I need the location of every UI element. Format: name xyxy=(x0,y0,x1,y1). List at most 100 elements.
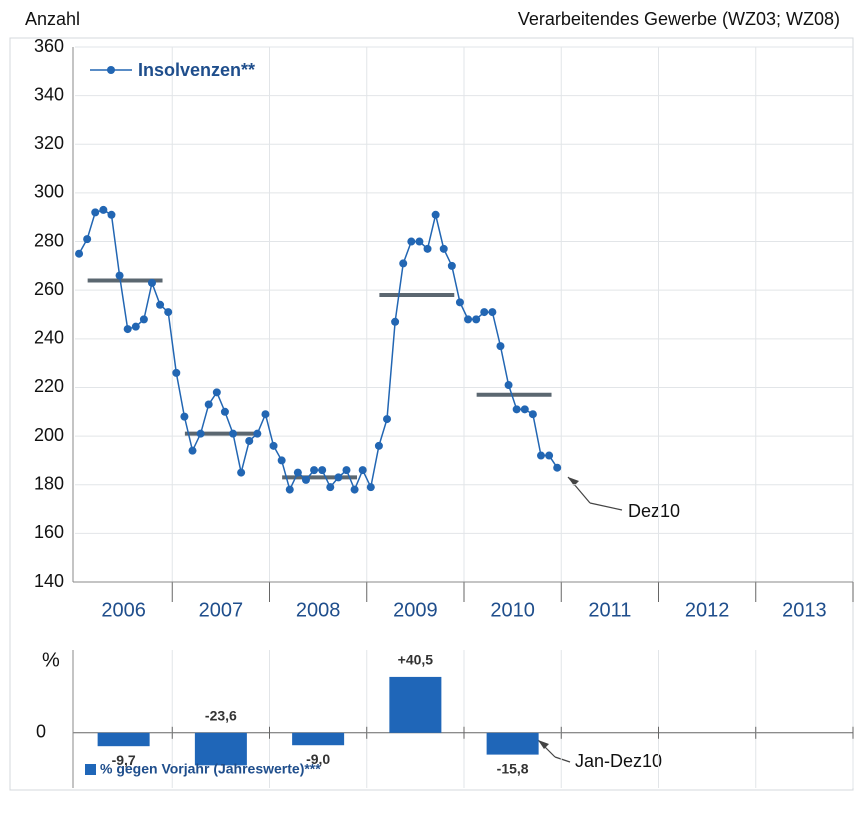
data-point xyxy=(285,485,294,494)
y-tick-label: 0 xyxy=(36,722,46,742)
x-tick-label: 2007 xyxy=(199,599,244,621)
legend-label: % gegen Vorjahr (Jahreswerte)*** xyxy=(100,761,321,777)
data-point xyxy=(447,261,456,270)
annotation: Dez10 xyxy=(628,501,680,521)
y-axis-label: Anzahl xyxy=(25,9,80,29)
value-label: -9,0 xyxy=(306,751,330,767)
data-point xyxy=(439,244,448,253)
x-tick-label: 2011 xyxy=(588,599,631,621)
frame xyxy=(9,37,854,791)
value-label: -15,8 xyxy=(497,760,529,776)
data-point xyxy=(480,308,489,317)
data-point xyxy=(528,410,537,419)
data-point xyxy=(212,388,221,397)
data-point xyxy=(423,244,432,253)
y-tick-label: 340 xyxy=(34,84,64,104)
data-point xyxy=(123,325,132,334)
data-point xyxy=(156,300,165,309)
data-point xyxy=(147,278,156,287)
data-point xyxy=(374,441,383,450)
series-line xyxy=(78,209,558,492)
value-label: -23,6 xyxy=(205,708,237,724)
data-point xyxy=(504,381,513,390)
y-tick-label: 280 xyxy=(34,230,64,250)
x-tick-label: 2008 xyxy=(296,599,341,621)
bar xyxy=(194,732,247,766)
y-tick-label: 180 xyxy=(34,473,64,493)
data-point xyxy=(115,271,124,280)
annotation-arrow xyxy=(589,502,623,511)
data-point xyxy=(334,473,343,482)
x-tick-label: 2010 xyxy=(490,599,535,621)
legend-marker xyxy=(107,66,115,74)
data-point xyxy=(293,468,302,477)
data-point xyxy=(139,315,148,324)
data-point xyxy=(91,208,100,217)
y-tick-label: 320 xyxy=(34,133,64,153)
data-point xyxy=(342,466,351,475)
data-point xyxy=(83,235,92,244)
data-point xyxy=(383,415,392,424)
value-label: +40,5 xyxy=(398,652,434,668)
data-point xyxy=(180,412,189,421)
data-point xyxy=(99,205,108,214)
y-tick-label: 300 xyxy=(34,182,64,202)
data-point xyxy=(472,315,481,324)
data-point xyxy=(350,485,359,494)
data-point xyxy=(301,475,310,484)
data-point xyxy=(220,407,229,416)
bar xyxy=(97,732,150,747)
data-point xyxy=(107,210,116,219)
y-tick-label: 260 xyxy=(34,279,64,299)
legend-label: Insolvenzen** xyxy=(138,60,255,80)
data-point xyxy=(488,308,497,317)
value-label: -9,7 xyxy=(112,752,136,768)
data-point xyxy=(496,342,505,351)
data-point xyxy=(229,429,238,438)
data-point xyxy=(318,466,327,475)
data-point xyxy=(553,463,562,472)
data-point xyxy=(253,429,262,438)
x-tick-label: 2006 xyxy=(101,599,146,621)
x-tick-label: 2012 xyxy=(685,599,730,621)
x-tick-label: 2009 xyxy=(393,599,438,621)
bar xyxy=(389,676,442,733)
x-tick-label: 2013 xyxy=(782,599,827,621)
data-point xyxy=(520,405,529,414)
y-tick-label: 200 xyxy=(34,425,64,445)
data-point xyxy=(245,436,254,445)
data-point xyxy=(464,315,473,324)
legend-marker xyxy=(85,764,96,775)
data-point xyxy=(512,405,521,414)
y-axis-label: % xyxy=(42,649,60,671)
bar xyxy=(486,732,539,755)
data-point xyxy=(164,308,173,317)
data-point xyxy=(277,456,286,465)
bar xyxy=(292,732,345,746)
data-point xyxy=(391,317,400,326)
data-point xyxy=(172,368,181,377)
data-point xyxy=(237,468,246,477)
data-point xyxy=(204,400,213,409)
data-point xyxy=(455,298,464,307)
data-point xyxy=(545,451,554,460)
data-point xyxy=(366,483,375,492)
data-point xyxy=(431,210,440,219)
annotation-arrowhead xyxy=(568,477,579,486)
data-point xyxy=(131,322,140,331)
data-point xyxy=(326,483,335,492)
data-point xyxy=(399,259,408,268)
data-point xyxy=(310,466,319,475)
data-point xyxy=(75,249,84,258)
data-point xyxy=(188,446,197,455)
data-point xyxy=(196,429,205,438)
data-point xyxy=(407,237,416,246)
y-tick-label: 220 xyxy=(34,376,64,396)
data-point xyxy=(269,441,278,450)
data-point xyxy=(536,451,545,460)
chart-title: Verarbeitendes Gewerbe (WZ03; WZ08) xyxy=(518,9,840,29)
annotation: Jan-Dez10 xyxy=(575,751,662,771)
y-tick-label: 240 xyxy=(34,328,64,348)
data-point xyxy=(358,466,367,475)
